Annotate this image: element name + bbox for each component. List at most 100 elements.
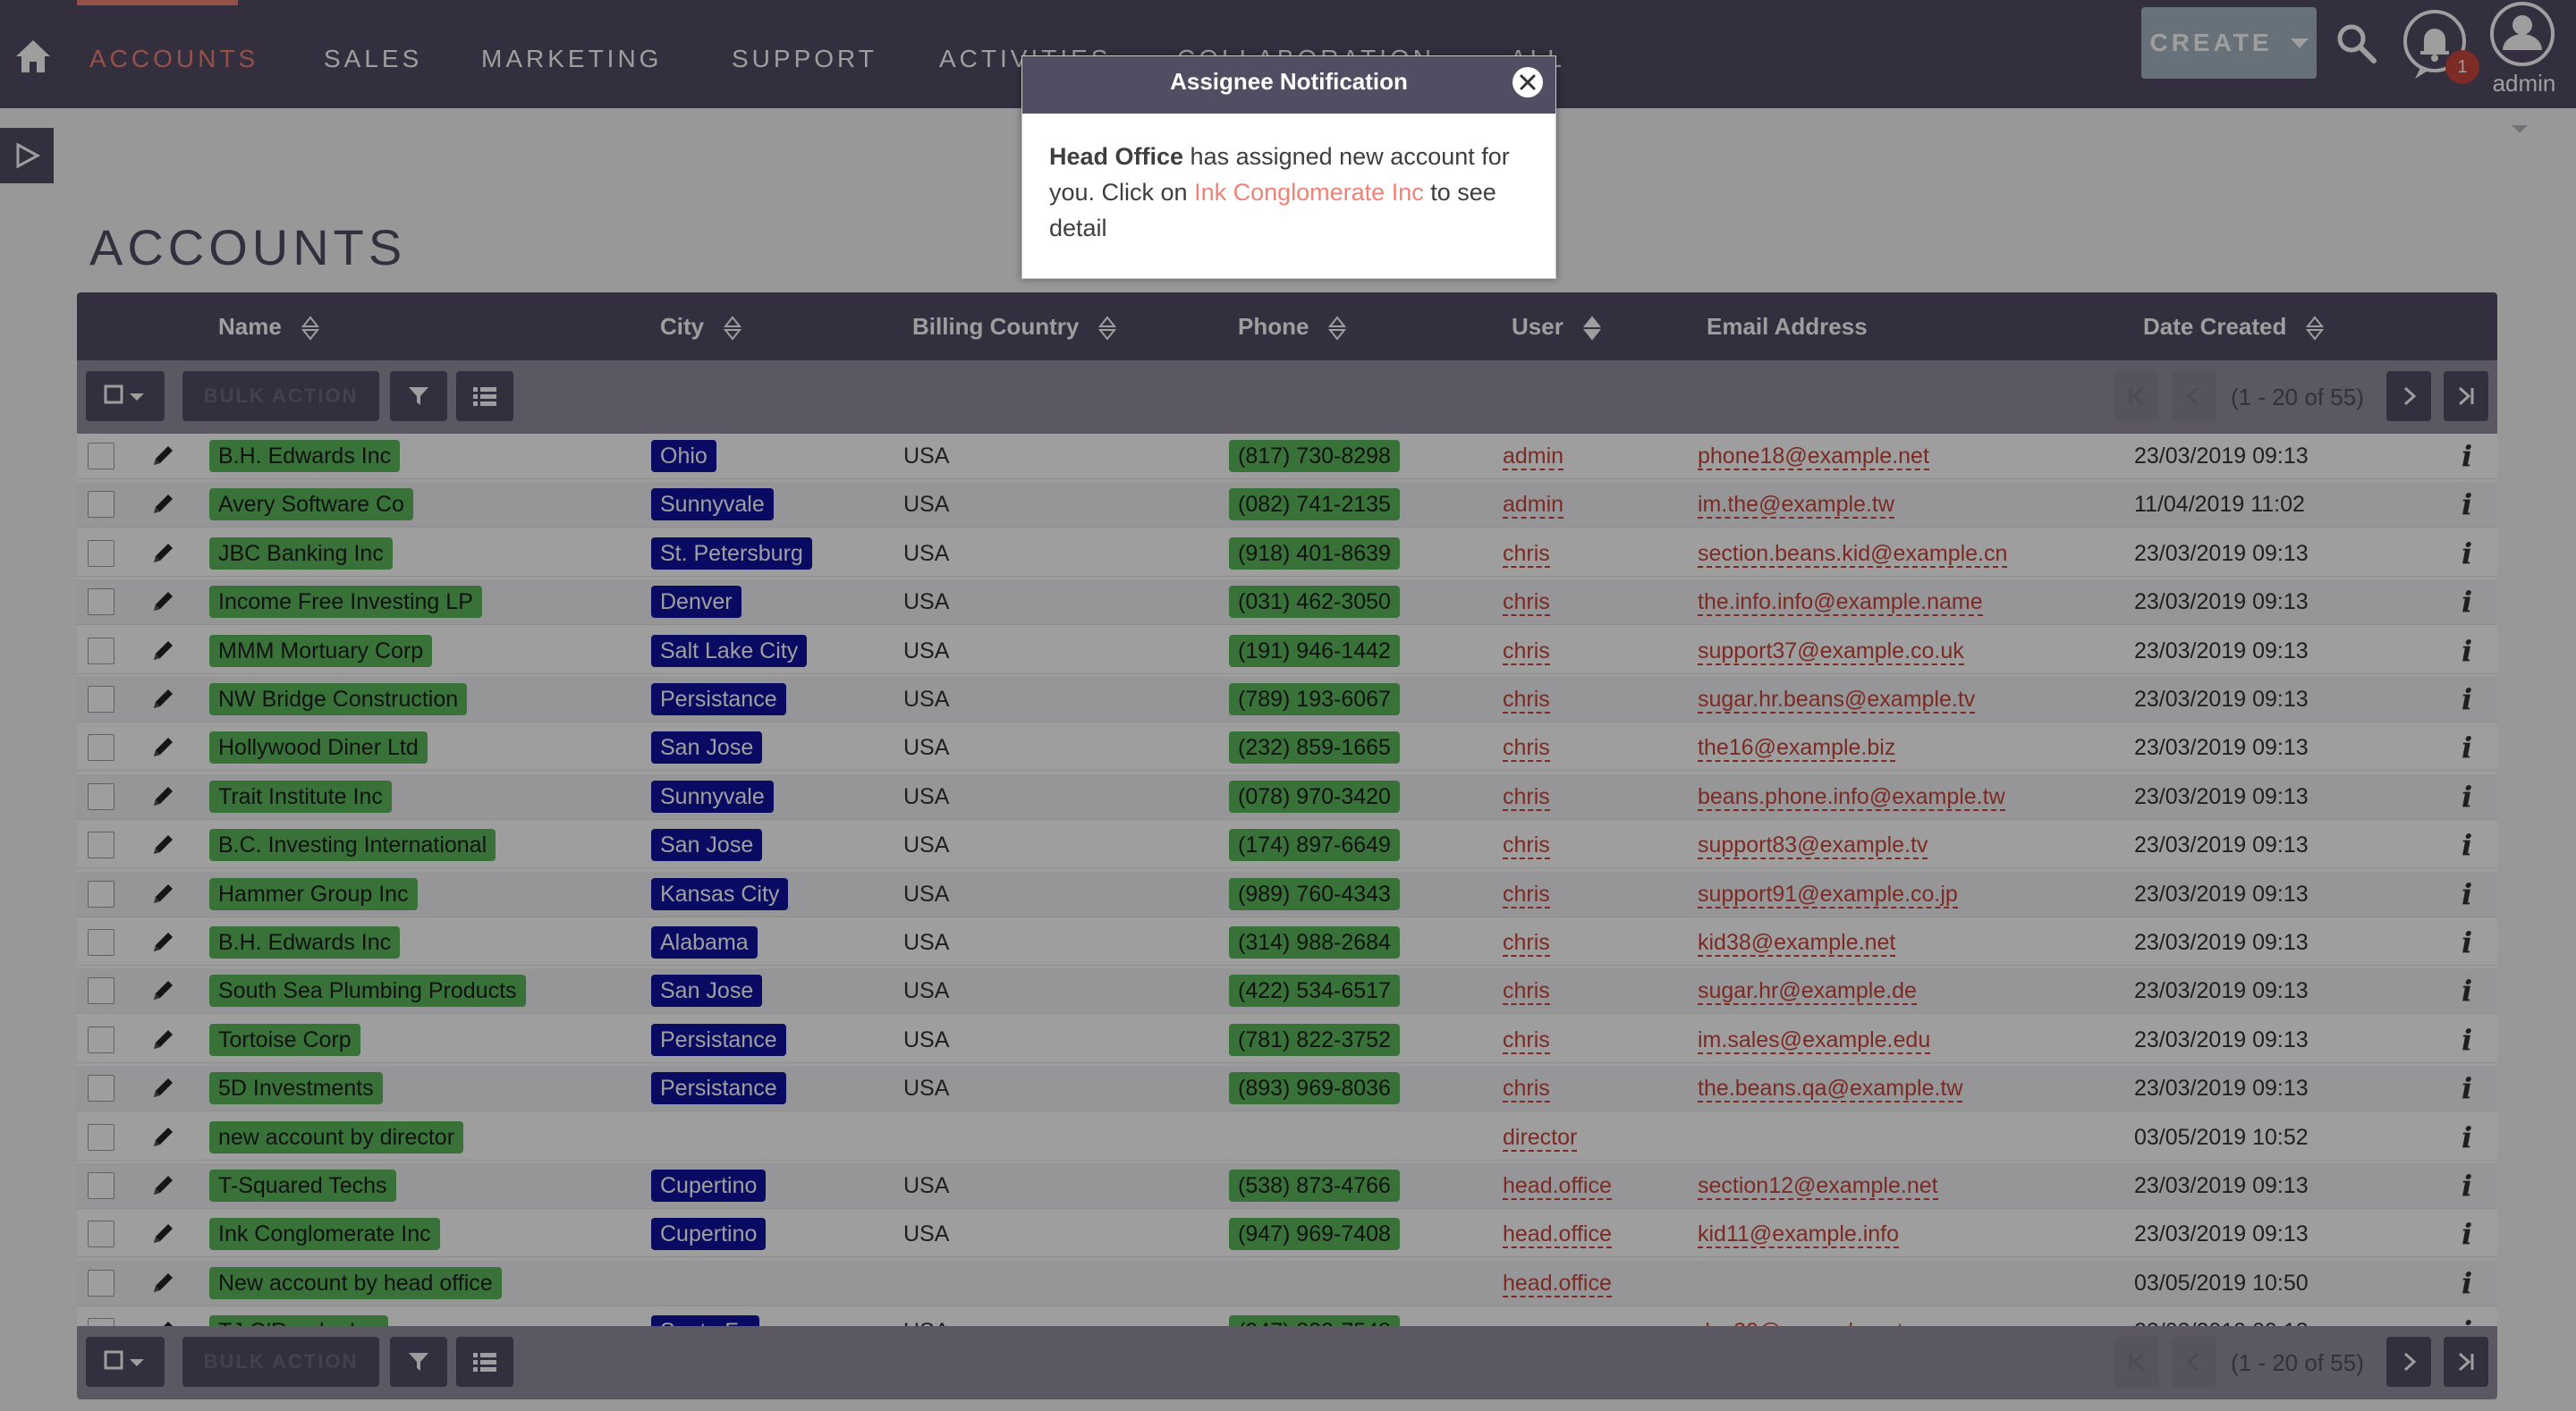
last-page-icon[interactable]	[2444, 1337, 2488, 1387]
phone-value[interactable]: (538) 873-4766	[1229, 1170, 1400, 1202]
info-icon[interactable]: i	[2462, 731, 2473, 765]
info-icon[interactable]: i	[2462, 974, 2473, 1008]
assigned-user-link[interactable]: chris	[1503, 978, 1550, 1005]
account-name-link[interactable]: new account by director	[209, 1121, 464, 1153]
account-name-link[interactable]: 5D Investments	[209, 1072, 383, 1104]
nav-tab-sales[interactable]: SALES	[324, 45, 423, 72]
assigned-user-link[interactable]: head.office	[1503, 1221, 1612, 1248]
email-link[interactable]: phone18@example.net	[1698, 444, 1929, 470]
account-name-link[interactable]: B.H. Edwards Inc	[209, 926, 401, 959]
sort-icon[interactable]	[2306, 316, 2325, 341]
row-checkbox[interactable]	[88, 1270, 114, 1297]
email-link[interactable]: support91@example.co.jp	[1698, 882, 1958, 908]
select-all-dropdown[interactable]	[86, 1337, 165, 1387]
assigned-user-link[interactable]: chris	[1503, 541, 1550, 568]
account-name-link[interactable]: New account by head office	[209, 1267, 502, 1299]
nav-tab-marketing[interactable]: MARKETING	[481, 45, 663, 72]
edit-pencil-icon[interactable]	[148, 490, 177, 519]
row-checkbox[interactable]	[88, 832, 114, 858]
account-link[interactable]: Ink Conglomerate Inc	[1194, 179, 1424, 206]
email-link[interactable]: sugar.hr@example.de	[1698, 978, 1917, 1005]
column-chooser-icon[interactable]	[456, 1337, 513, 1387]
phone-value[interactable]: (174) 897-6649	[1229, 829, 1400, 861]
phone-value[interactable]: (422) 534-6517	[1229, 975, 1400, 1007]
create-button[interactable]: CREATE	[2141, 7, 2317, 79]
sort-icon[interactable]	[1582, 316, 1601, 341]
phone-value[interactable]: (789) 193-6067	[1229, 683, 1400, 715]
info-icon[interactable]: i	[2462, 1023, 2473, 1057]
row-checkbox[interactable]	[88, 1075, 114, 1102]
phone-value[interactable]: (817) 730-8298	[1229, 440, 1400, 472]
phone-value[interactable]: (232) 859-1665	[1229, 731, 1400, 764]
phone-value[interactable]: (989) 760-4343	[1229, 878, 1400, 910]
email-link[interactable]: the.info.info@example.name	[1698, 589, 1983, 616]
info-icon[interactable]: i	[2462, 877, 2473, 911]
account-name-link[interactable]: Tortoise Corp	[209, 1024, 360, 1056]
bulk-action-button[interactable]: BULK ACTION	[182, 371, 379, 421]
info-icon[interactable]: i	[2462, 1169, 2473, 1203]
edit-pencil-icon[interactable]	[148, 685, 177, 714]
account-name-link[interactable]: Hollywood Diner Ltd	[209, 731, 428, 764]
user-name-label[interactable]: admin	[2492, 70, 2556, 97]
row-checkbox[interactable]	[88, 783, 114, 810]
info-icon[interactable]: i	[2462, 634, 2473, 668]
nav-tab-accounts[interactable]: ACCOUNTS	[89, 45, 259, 72]
email-link[interactable]: im.the@example.tw	[1698, 492, 1894, 519]
info-icon[interactable]: i	[2462, 682, 2473, 716]
edit-pencil-icon[interactable]	[148, 637, 177, 665]
assigned-user-link[interactable]: chris	[1503, 589, 1550, 616]
column-header-date-created[interactable]: Date Created	[2143, 292, 2325, 360]
email-link[interactable]: im.sales@example.edu	[1698, 1027, 1931, 1054]
account-name-link[interactable]: Hammer Group Inc	[209, 878, 418, 910]
account-name-link[interactable]: B.H. Edwards Inc	[209, 440, 401, 472]
phone-value[interactable]: (918) 401-8639	[1229, 537, 1400, 570]
edit-pencil-icon[interactable]	[148, 442, 177, 470]
assigned-user-link[interactable]: chris	[1503, 1076, 1550, 1103]
sidebar-toggle-button[interactable]	[0, 128, 54, 183]
close-icon[interactable]	[1513, 67, 1543, 97]
row-checkbox[interactable]	[88, 443, 114, 469]
assigned-user-link[interactable]: admin	[1503, 492, 1564, 519]
row-checkbox[interactable]	[88, 977, 114, 1004]
assigned-user-link[interactable]: chris	[1503, 882, 1550, 908]
info-icon[interactable]: i	[2462, 1266, 2473, 1300]
phone-value[interactable]: (078) 970-3420	[1229, 781, 1400, 813]
info-icon[interactable]: i	[2462, 439, 2473, 473]
phone-value[interactable]: (893) 969-8036	[1229, 1072, 1400, 1104]
account-name-link[interactable]: NW Bridge Construction	[209, 683, 468, 715]
account-name-link[interactable]: Ink Conglomerate Inc	[209, 1218, 440, 1250]
email-link[interactable]: support37@example.co.uk	[1698, 638, 1964, 665]
filter-icon[interactable]	[390, 1337, 447, 1387]
nav-tab-support[interactable]: SUPPORT	[732, 45, 877, 72]
assigned-user-link[interactable]: director	[1503, 1125, 1578, 1152]
account-name-link[interactable]: T-Squared Techs	[209, 1170, 396, 1202]
account-name-link[interactable]: Trait Institute Inc	[209, 781, 392, 813]
info-icon[interactable]: i	[2462, 1071, 2473, 1105]
first-page-icon[interactable]	[2114, 371, 2159, 421]
assigned-user-link[interactable]: head.office	[1503, 1173, 1612, 1200]
assigned-user-link[interactable]: chris	[1503, 735, 1550, 762]
assigned-user-link[interactable]: chris	[1503, 784, 1550, 811]
sort-icon[interactable]	[1328, 316, 1347, 341]
phone-value[interactable]: (031) 462-3050	[1229, 586, 1400, 618]
email-link[interactable]: kid38@example.net	[1698, 930, 1896, 957]
edit-pencil-icon[interactable]	[148, 587, 177, 616]
account-name-link[interactable]: South Sea Plumbing Products	[209, 975, 526, 1007]
edit-pencil-icon[interactable]	[148, 928, 177, 957]
previous-page-icon[interactable]	[2172, 371, 2216, 421]
column-header-city[interactable]: City	[660, 292, 742, 360]
edit-pencil-icon[interactable]	[148, 1269, 177, 1297]
row-checkbox[interactable]	[88, 929, 114, 956]
sort-icon[interactable]	[301, 316, 319, 341]
row-checkbox[interactable]	[88, 881, 114, 908]
home-icon[interactable]	[13, 36, 54, 77]
info-icon[interactable]: i	[2462, 585, 2473, 619]
account-name-link[interactable]: JBC Banking Inc	[209, 537, 393, 570]
bulk-action-button[interactable]: BULK ACTION	[182, 1337, 379, 1387]
phone-value[interactable]: (314) 988-2684	[1229, 926, 1400, 959]
sort-icon[interactable]	[724, 316, 742, 341]
edit-pencil-icon[interactable]	[148, 733, 177, 762]
phone-value[interactable]: (082) 741-2135	[1229, 488, 1400, 520]
column-header-user[interactable]: User	[1512, 292, 1601, 360]
assigned-user-link[interactable]: chris	[1503, 1027, 1550, 1054]
